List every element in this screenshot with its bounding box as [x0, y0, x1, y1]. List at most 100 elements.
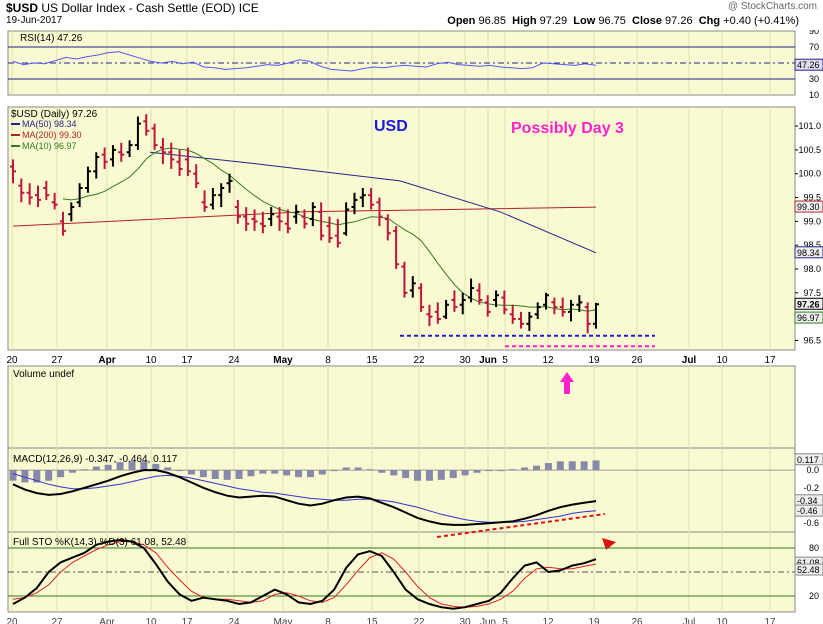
ohlc-bar	[126, 140, 133, 158]
macd-tick: -0.6	[803, 518, 819, 528]
ohlc-bar	[484, 295, 491, 317]
ohlc-bar	[318, 202, 325, 241]
macd-histogram-bar	[354, 467, 362, 471]
ohlc-bar	[268, 207, 275, 227]
macd-histogram-bar	[497, 470, 505, 472]
x-tick-label-bottom: 8	[325, 617, 331, 624]
x-tick-label: 8	[325, 355, 331, 366]
annotation-day3: Possibly Day 3	[511, 120, 624, 137]
ohlc-bar	[434, 302, 441, 324]
x-tick-label: 19	[588, 355, 600, 366]
ohlc-bar	[34, 185, 41, 208]
macd-value-label: -0.46	[797, 506, 818, 516]
ohlc-bar	[501, 290, 508, 315]
macd-histogram-bar	[378, 470, 386, 473]
ohlc-bar	[43, 180, 50, 200]
price-tick: 96.5	[803, 335, 821, 345]
macd-histogram-bar	[414, 470, 422, 481]
ohlc-bar	[51, 192, 58, 210]
ohlc-bar	[218, 183, 225, 208]
x-tick-label: Apr	[98, 355, 115, 366]
price-value-label: 98.34	[797, 248, 820, 258]
macd-histogram-bar	[521, 467, 529, 471]
ma-legend-label: MA(200) 99.30	[22, 130, 82, 140]
ohlc-bar	[559, 297, 566, 317]
volume-legend: Volume undef	[13, 369, 74, 380]
macd-histogram-bar	[235, 470, 243, 479]
ohlc-bar	[576, 295, 583, 312]
ohlc-bar	[359, 188, 366, 208]
rsi-current-box	[794, 58, 823, 71]
ohlc-bar	[593, 302, 599, 329]
ohlc-bar	[451, 290, 458, 312]
x-tick-label: 17	[181, 355, 193, 366]
stock-chart: 20 27 Apr 10 17 24 May 8 15 22 30 Jun 5 12 19 26 Jul 10 17…	[6, 30, 823, 624]
macd-histogram-bar	[544, 463, 552, 471]
ohlc-bar	[309, 202, 316, 227]
ohlc-bar	[151, 123, 158, 150]
ohlc-bar	[68, 202, 75, 222]
ohlc-bar	[59, 211, 66, 236]
macd-histogram-bar	[342, 467, 350, 471]
x-tick-label: 22	[413, 355, 425, 366]
ohlc-bar	[409, 276, 416, 298]
price-tick: 98.0	[803, 264, 821, 274]
ohlc-bar	[543, 292, 550, 310]
ohlc-bar	[293, 204, 300, 224]
macd-histogram-bar	[116, 462, 124, 471]
x-tick-label-bottom: 10	[145, 617, 157, 624]
ohlc-bar	[101, 147, 108, 169]
macd-histogram-bar	[533, 465, 541, 471]
x-tick-label-bottom: 22	[413, 617, 425, 624]
x-tick-label-bottom: 5	[502, 617, 508, 624]
price-tick: 101.0	[798, 121, 821, 131]
x-tick-label: May	[273, 355, 293, 366]
rsi-tick: 90	[809, 30, 819, 36]
ohlc-bar	[193, 164, 200, 188]
macd-histogram-bar	[318, 470, 326, 475]
rsi-tick: 70	[809, 42, 819, 52]
panel-macd	[7, 447, 796, 533]
ohlc-bar	[526, 311, 533, 331]
macd-histogram-bar	[402, 470, 410, 479]
macd-histogram-bar	[306, 470, 314, 478]
macd-histogram-bar	[9, 470, 17, 481]
ohlc-bar	[226, 173, 233, 193]
x-tick-label-bottom: Jul	[683, 617, 696, 624]
x-tick-label: 5	[502, 355, 508, 366]
ohlc-bar	[418, 283, 425, 312]
macd-histogram-bar	[247, 470, 255, 477]
annotation-usd: USD	[374, 118, 408, 135]
symbol: $USD	[6, 1, 39, 15]
chart-title: $USD US Dollar Index - Cash Settle (EOD)…	[6, 1, 259, 15]
x-tick-label-bottom: Jun	[480, 617, 496, 624]
macd-histogram-bar	[57, 470, 65, 478]
x-tick-label: Jun	[479, 355, 497, 366]
ma-legend-label: MA(10) 96.97	[22, 141, 77, 151]
x-tick-label: 24	[228, 355, 240, 366]
rsi-legend: RSI(14) 47.26	[20, 33, 83, 44]
trend-arrow-line	[436, 513, 606, 538]
ohlc-bar	[551, 297, 558, 315]
ohlc-bar	[18, 178, 25, 203]
sto-legend: Full STO %K(14,3) %D(3) 61.08, 52.48	[13, 537, 187, 548]
ohlc-bar	[468, 278, 475, 303]
macd-histogram-bar	[128, 461, 136, 471]
ohlc-bar	[401, 261, 408, 298]
x-tick-label-bottom: 19	[588, 617, 600, 624]
rsi-line	[12, 51, 597, 72]
exchange: ICE	[238, 1, 259, 15]
macd-histogram-bar	[223, 470, 231, 480]
ohlc-bar	[284, 209, 291, 234]
macd-histogram-bar	[556, 461, 564, 471]
macd-histogram-bar	[104, 464, 112, 471]
ohlc-bar	[209, 188, 216, 210]
rsi-current-label: 47.26	[797, 60, 820, 70]
x-tick-label: 12	[542, 355, 554, 366]
macd-histogram-bar	[259, 470, 267, 474]
macd-histogram-bar	[580, 461, 588, 471]
x-tick-label-bottom: 24	[228, 617, 240, 624]
ohlc-bar	[343, 202, 350, 236]
ohlc-bar	[134, 116, 141, 150]
ohlc-bar	[10, 159, 16, 184]
